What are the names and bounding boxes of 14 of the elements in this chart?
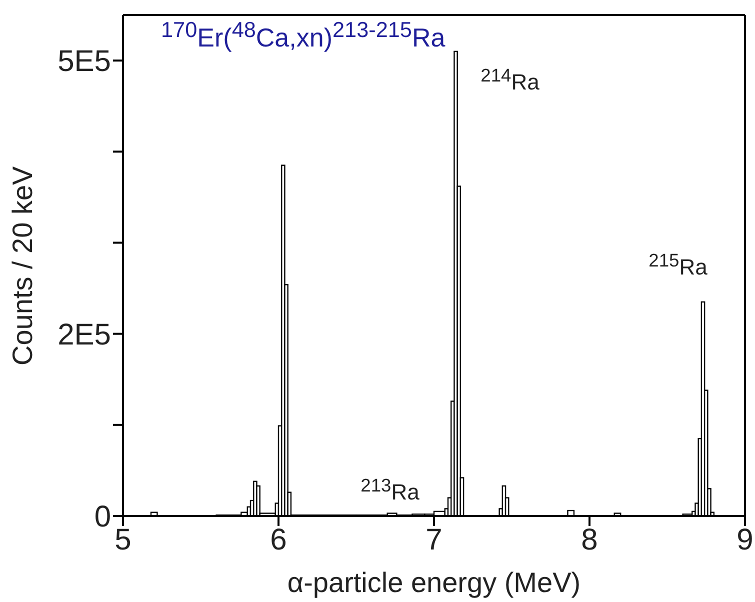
annotation: $^{215}$Ra [648,249,708,281]
annotation: $^{214}$Ra [480,64,540,96]
x-tick-label: 5 [114,523,132,556]
x-tick-label: 7 [426,523,442,556]
y-axis-title: Counts / 20 keV [6,166,38,366]
annotation: $^{213}$Ra [360,474,420,506]
chart-title: $^{170}$Er($^{48}$Ca,xn)$^{213-215}$Ra [161,17,446,54]
x-tick-label: 9 [736,523,754,556]
y-tick-label: 2E5 [58,318,111,352]
x-axis-title: α-particle energy (MeV) [287,567,581,598]
y-tick-label: 5E5 [58,45,111,78]
x-tick-label: 6 [270,523,287,556]
x-tick-label: 8 [581,523,598,556]
y-tick-label: 0 [94,500,111,534]
